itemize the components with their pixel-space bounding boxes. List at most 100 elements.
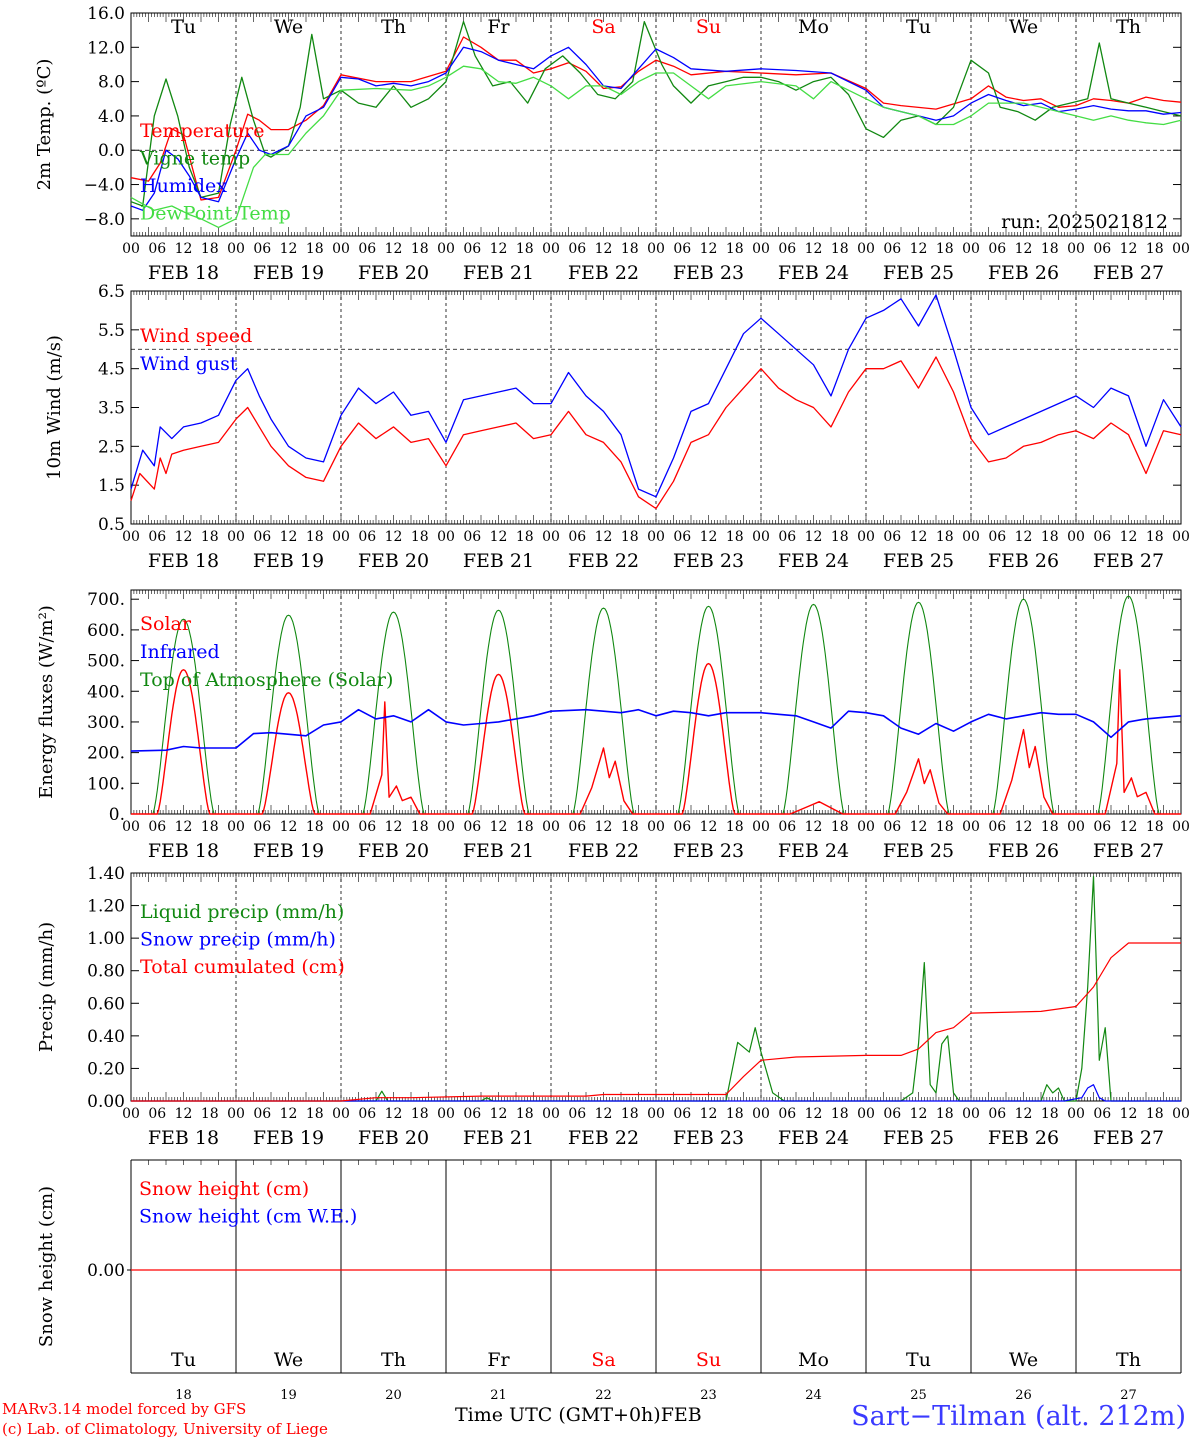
date-tick-label: FEB 22 — [568, 840, 639, 862]
hour-tick-label: 18 — [831, 1106, 849, 1122]
hour-tick-label: 12 — [595, 241, 613, 257]
legend-entry: Snow height (cm) — [139, 1178, 309, 1200]
series-line-snow-precip-mm-h- — [131, 1084, 1181, 1102]
hour-tick-label: 18 — [831, 819, 849, 835]
weekday-label: Mo — [798, 1349, 829, 1371]
hour-tick-label: 12 — [700, 241, 718, 257]
hour-tick-label: 18 — [726, 241, 744, 257]
hour-tick-label: 12 — [910, 241, 928, 257]
hour-ticks-top — [130, 291, 1182, 300]
hour-tick-label: 00 — [1067, 529, 1085, 545]
hour-tick-label: 06 — [1093, 529, 1111, 545]
date-tick-label: FEB 18 — [148, 550, 219, 572]
y-tick-label: 8.0 — [98, 73, 125, 93]
hour-tick-label: 12 — [490, 529, 508, 545]
legend-entry: Wind speed — [140, 325, 252, 347]
weekday-label: Th — [1116, 1349, 1141, 1371]
hour-tick-label: 00 — [857, 529, 875, 545]
hour-tick-label: 00 — [647, 241, 665, 257]
hour-tick-label: 06 — [673, 241, 691, 257]
date-tick-label: FEB 20 — [358, 550, 429, 572]
hour-tick-label: 12 — [280, 241, 298, 257]
hour-tick-label: 00 — [647, 819, 665, 835]
hour-tick-label: 00 — [962, 241, 980, 257]
date-tick-label: FEB 21 — [463, 1127, 534, 1149]
hour-tick-label: 12 — [385, 819, 403, 835]
hour-tick-label: 18 — [1146, 529, 1164, 545]
legend-entry: Infrared — [140, 641, 220, 663]
weekday-label: Su — [696, 1349, 721, 1371]
hour-tick-label: 12 — [700, 1106, 718, 1122]
hour-tick-label: 12 — [175, 1106, 193, 1122]
panel-frame-3 — [130, 589, 1182, 815]
hour-tick-label: 00 — [332, 241, 350, 257]
weekday-label: Tu — [906, 16, 931, 38]
hour-tick-label: 12 — [1120, 241, 1138, 257]
hour-tick-label: 06 — [148, 241, 166, 257]
hour-tick-label: 18 — [726, 529, 744, 545]
hour-ticks-bottom — [130, 515, 1182, 524]
hour-tick-label: 12 — [805, 819, 823, 835]
y-tick-label: 0.20 — [87, 1059, 125, 1079]
hour-tick-label: 06 — [673, 529, 691, 545]
hour-tick-label: 12 — [595, 819, 613, 835]
date-tick-label: FEB 19 — [253, 840, 324, 862]
y-tick-label: 2.5 — [98, 437, 125, 457]
hour-tick-label: 12 — [595, 1106, 613, 1122]
y-tick-label: 1.5 — [98, 476, 125, 496]
hour-tick-label: 18 — [621, 1106, 639, 1122]
hour-tick-label: 18 — [411, 241, 429, 257]
y-tick-label: 0.80 — [87, 962, 125, 982]
hour-tick-label: 00 — [647, 529, 665, 545]
hour-tick-label: 12 — [700, 529, 718, 545]
date-tick-label: FEB 23 — [673, 1127, 744, 1149]
date-tick-label: FEB 24 — [778, 550, 849, 572]
hour-tick-label: 18 — [1146, 819, 1164, 835]
hour-tick-label: 00 — [332, 819, 350, 835]
legend-entry: Snow height (cm W.E.) — [139, 1206, 357, 1228]
hour-tick-label: 06 — [358, 529, 376, 545]
hour-tick-label: 00 — [962, 819, 980, 835]
hour-tick-label: 12 — [805, 241, 823, 257]
hour-tick-label: 12 — [280, 529, 298, 545]
series-line-temperature — [130, 36, 1182, 201]
hour-tick-label: 06 — [463, 529, 481, 545]
series-line-humidex — [130, 46, 1182, 211]
hour-tick-label: 06 — [253, 1106, 271, 1122]
hour-tick-label: 00 — [437, 241, 455, 257]
hour-tick-label: 18 — [621, 529, 639, 545]
date-tick-label: FEB 19 — [253, 262, 324, 284]
weekday-label: Su — [696, 16, 721, 38]
hour-tick-label: 00 — [857, 1106, 875, 1122]
weekday-label: Tu — [171, 1349, 196, 1371]
hour-tick-label: 12 — [910, 1106, 928, 1122]
hour-tick-label: 00 — [542, 529, 560, 545]
date-tick-label: FEB 20 — [358, 1127, 429, 1149]
y-axis-label: Snow height (cm) — [36, 1186, 57, 1347]
date-tick-label: FEB 27 — [1093, 840, 1164, 862]
hour-tick-label: 06 — [883, 241, 901, 257]
hour-tick-label: 18 — [306, 241, 324, 257]
y-tick-label: 1.00 — [87, 929, 125, 949]
day-number-label: 18 — [175, 1388, 192, 1403]
y-tick-label: −8.0 — [84, 210, 125, 230]
date-tick-label: FEB 21 — [463, 840, 534, 862]
y-axis-label: Energy fluxes (W/m²) — [36, 605, 57, 799]
hour-tick-label: 12 — [1120, 819, 1138, 835]
hour-tick-label: 18 — [201, 1106, 219, 1122]
hour-tick-label: 06 — [568, 1106, 586, 1122]
hour-tick-label: 12 — [1015, 1106, 1033, 1122]
y-axis-label: 10m Wind (m/s) — [44, 335, 65, 480]
hour-ticks-top — [130, 13, 1182, 22]
date-tick-label: FEB 21 — [463, 550, 534, 572]
hour-tick-label: 06 — [253, 529, 271, 545]
hour-tick-label: 06 — [358, 241, 376, 257]
hour-tick-label: 18 — [516, 529, 534, 545]
date-tick-label: FEB 22 — [568, 262, 639, 284]
y-tick-label: 5.5 — [98, 321, 125, 341]
date-tick-label: FEB 23 — [673, 550, 744, 572]
hour-tick-label: 18 — [306, 529, 324, 545]
hour-tick-label: 18 — [201, 241, 219, 257]
date-tick-label: FEB 27 — [1093, 1127, 1164, 1149]
date-tick-label: FEB 24 — [778, 262, 849, 284]
